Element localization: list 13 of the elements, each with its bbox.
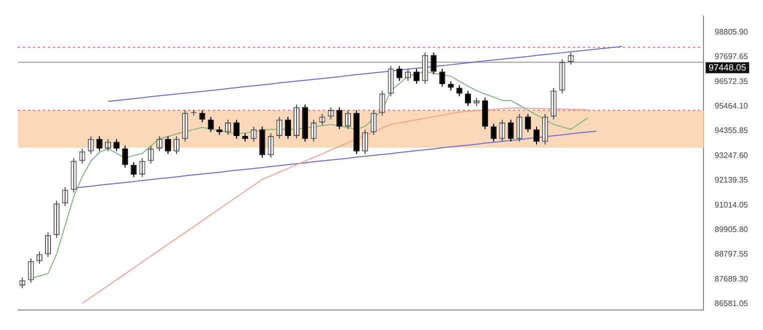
y-tick-label: 87689.30 [714, 274, 749, 284]
y-tick-label: 95464.10 [714, 102, 749, 111]
y-tick-label: 93247.60 [714, 150, 749, 160]
y-tick-label: 98805.90 [714, 27, 749, 36]
y-tick-label: 86581.05 [714, 298, 749, 308]
y-tick-label: 91014.05 [714, 200, 749, 210]
y-tick-label: 94355.85 [714, 126, 749, 136]
y-tick-label: 97697.65 [714, 52, 749, 61]
y-tick-label: 88797.55 [714, 250, 749, 259]
y-tick-label: 89905.80 [714, 225, 749, 234]
ref-line-label: 97448.05 [708, 62, 746, 72]
y-tick-label: 92139.35 [714, 175, 749, 184]
y-tick-label: 96572.35 [714, 76, 749, 86]
